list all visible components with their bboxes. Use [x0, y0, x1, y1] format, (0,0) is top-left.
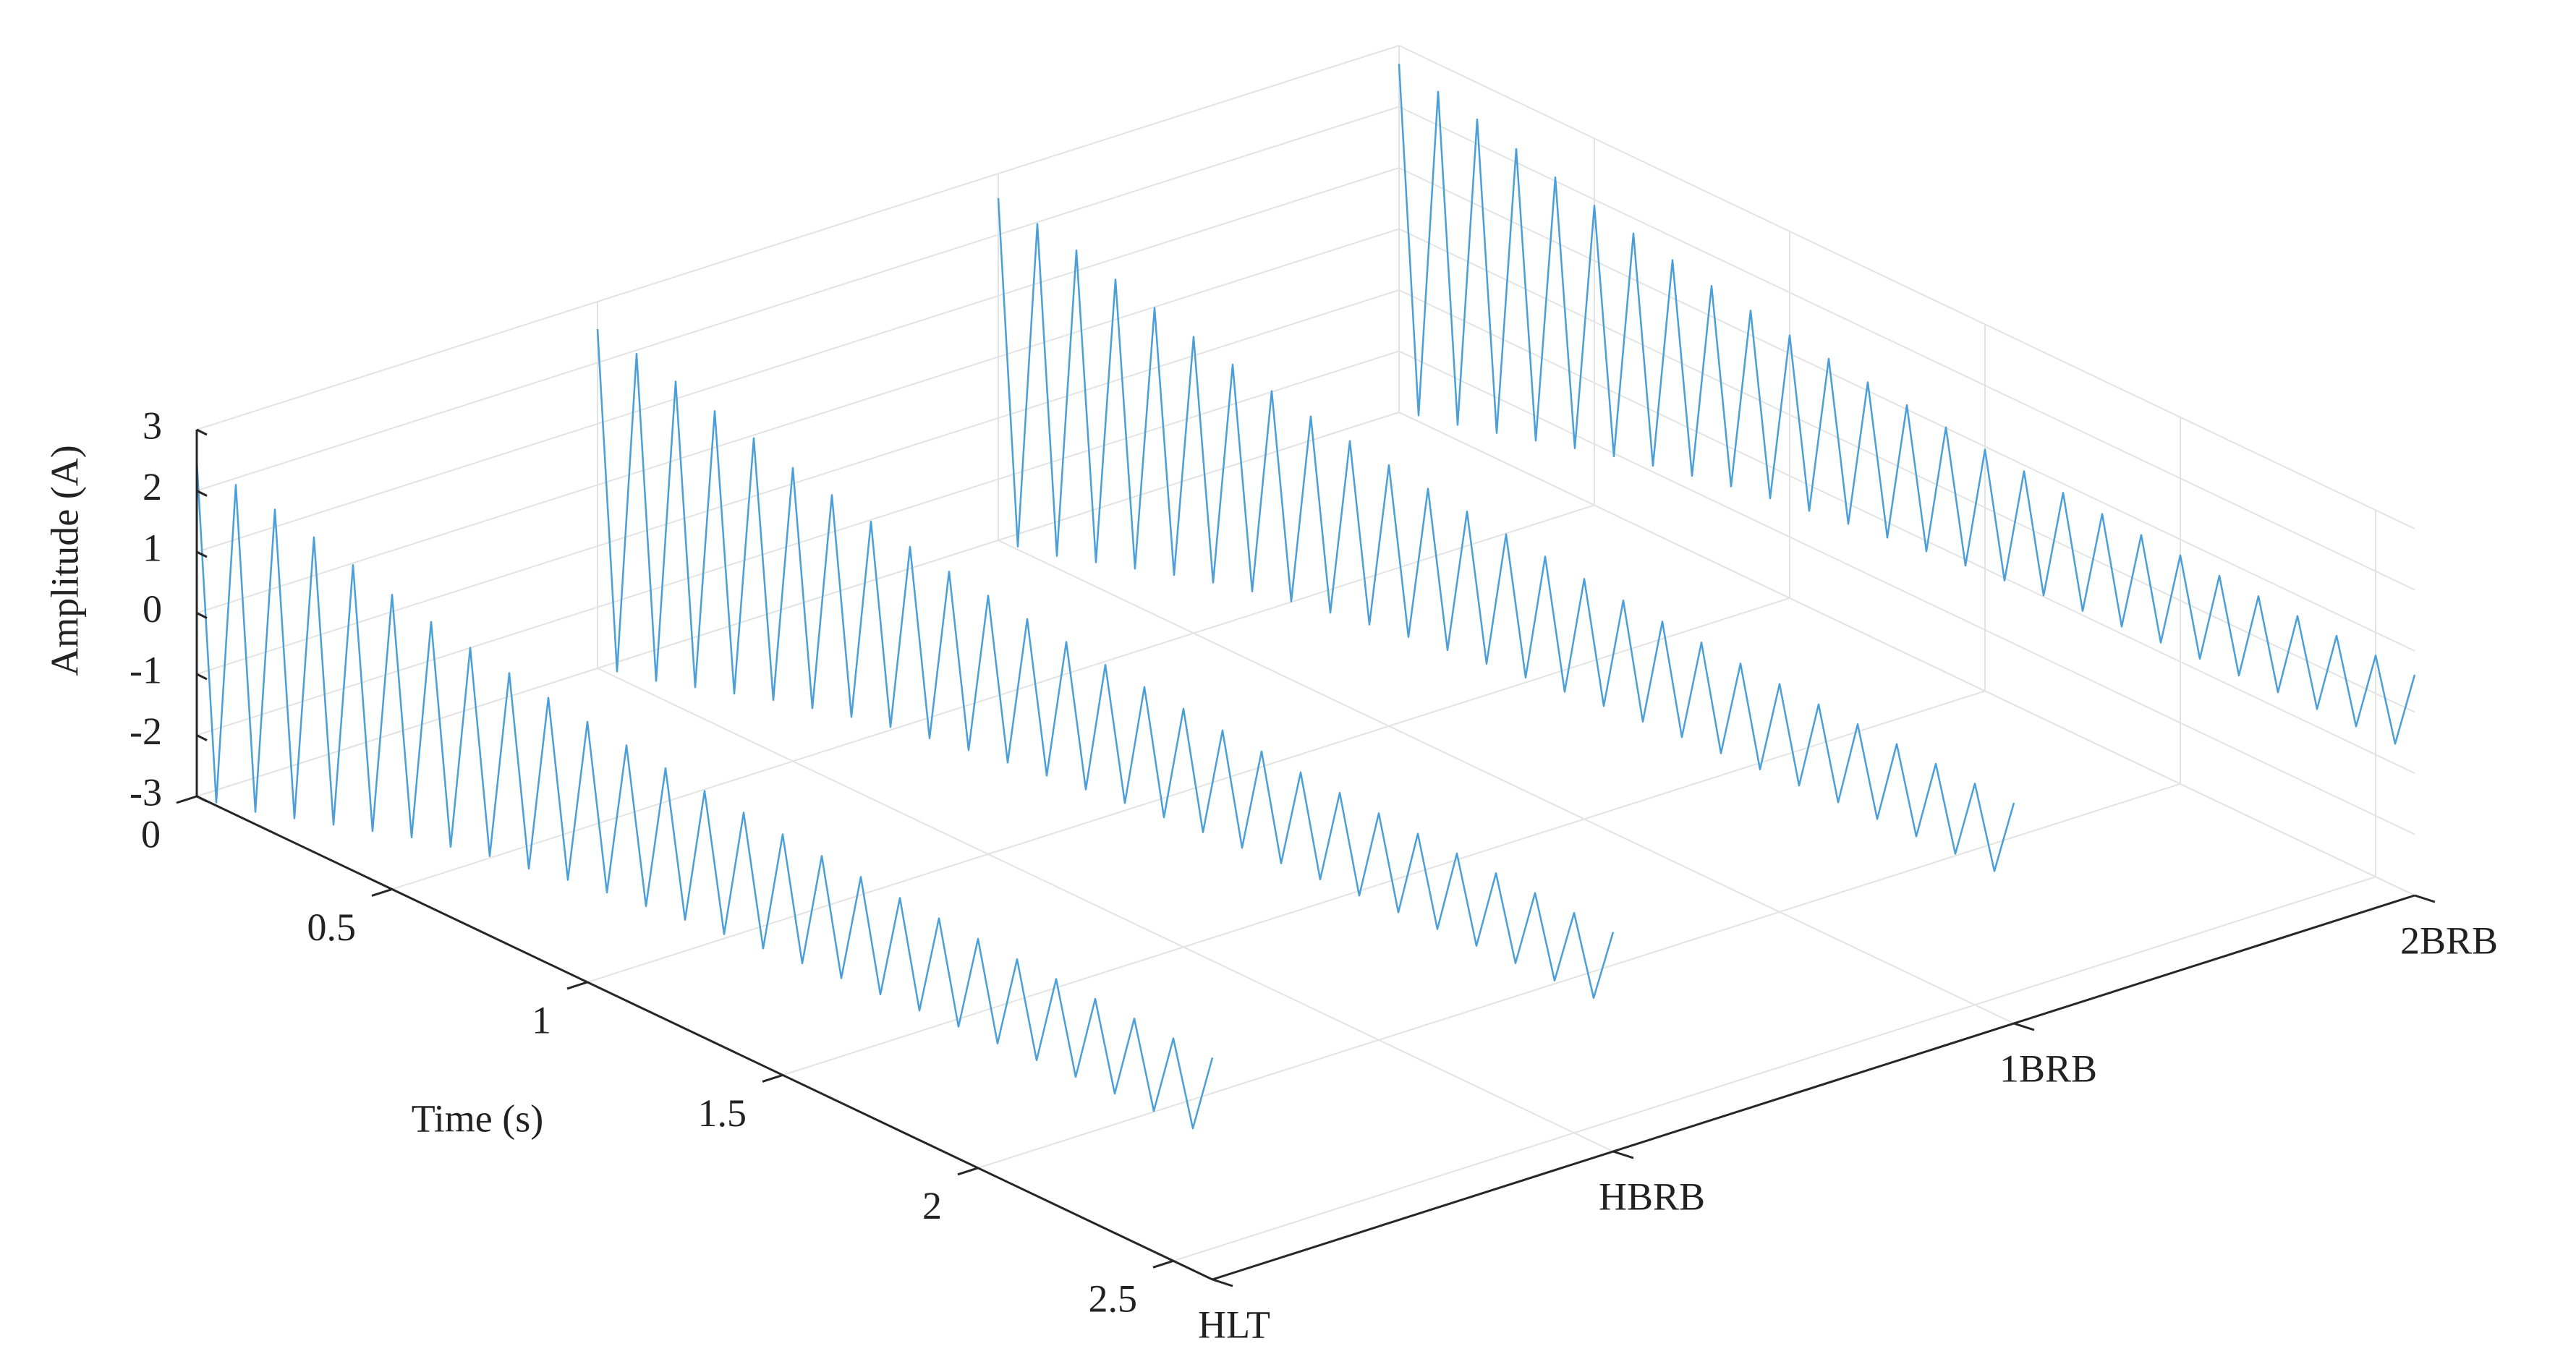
floor-grid-line [1173, 876, 2376, 1262]
back-wall-grid-line [1398, 289, 2415, 774]
floor-grid-line [587, 597, 1790, 983]
x-tick-label: 1.5 [698, 1091, 747, 1135]
x-tick-label: 1 [532, 998, 551, 1042]
x-tick-mark [957, 1167, 979, 1176]
category-axis-line [1212, 894, 2415, 1281]
floor-grid-line [977, 783, 2181, 1169]
side-wall-grid-line [196, 167, 1400, 553]
category-tick-label: 2BRB [2400, 919, 2498, 962]
z-tick-mark [196, 550, 208, 558]
back-wall-grid-line [1398, 106, 2415, 591]
signal-line [1398, 64, 2416, 745]
z-tick-mark [196, 490, 208, 497]
z-tick-mark [196, 428, 208, 436]
x-tick-mark [371, 888, 393, 897]
x-axis-label: Time (s) [412, 1096, 544, 1140]
back-wall-grid-line [1398, 350, 2415, 835]
back-wall-grid-line [1398, 412, 2415, 896]
z-tick-mark [196, 795, 208, 803]
category-tick-mark [1612, 1150, 1634, 1159]
z-axis-label: Amplitude (A) [43, 445, 86, 676]
z-tick-label: 1 [143, 526, 162, 569]
back-wall-grid-line [1398, 228, 2415, 713]
z-tick-label: -1 [129, 648, 162, 691]
z-tick-label: 2 [143, 465, 162, 508]
signal-line [596, 328, 1615, 999]
x-tick-label: 0.5 [307, 906, 357, 949]
side-wall-grid-line [196, 350, 1400, 736]
x-tick-label: 2.5 [1089, 1277, 1138, 1321]
z-tick-label: -3 [129, 770, 162, 814]
z-tick-label: 3 [143, 404, 162, 447]
signal-line [195, 460, 1214, 1130]
category-tick-label: 1BRB [1999, 1047, 2097, 1090]
z-tick-mark [196, 734, 208, 741]
category-tick-mark [2414, 894, 2436, 903]
x-tick-label: 2 [922, 1184, 942, 1227]
side-wall-grid-line [196, 106, 1400, 492]
side-wall-grid-line [196, 289, 1400, 675]
floor-grid-line [391, 504, 1595, 890]
x-axis-line [196, 795, 1213, 1281]
x-tick-mark [176, 795, 197, 804]
category-tick-mark [2013, 1022, 2035, 1031]
x-tick-mark [762, 1073, 783, 1083]
x-tick-label: 0 [141, 812, 161, 856]
z-tick-mark [196, 612, 208, 619]
floor-grid-line [782, 690, 1986, 1076]
signal-line [997, 197, 2015, 872]
floor-grid-line [998, 540, 2015, 1024]
x-tick-mark [566, 981, 588, 990]
category-tick-label: HLT [1198, 1303, 1270, 1346]
back-wall-grid-line [1398, 45, 2415, 529]
side-wall-grid-line [196, 228, 1400, 614]
side-wall-grid-line [196, 45, 1400, 430]
z-tick-label: 0 [143, 587, 162, 631]
x-tick-mark [1152, 1259, 1174, 1269]
category-tick-mark [1212, 1278, 1233, 1287]
z-tick-mark [196, 673, 208, 681]
floor-grid-line [597, 668, 1614, 1152]
side-wall-grid-line [196, 412, 1400, 797]
z-tick-label: -2 [129, 710, 162, 753]
category-tick-label: HBRB [1599, 1175, 1705, 1218]
